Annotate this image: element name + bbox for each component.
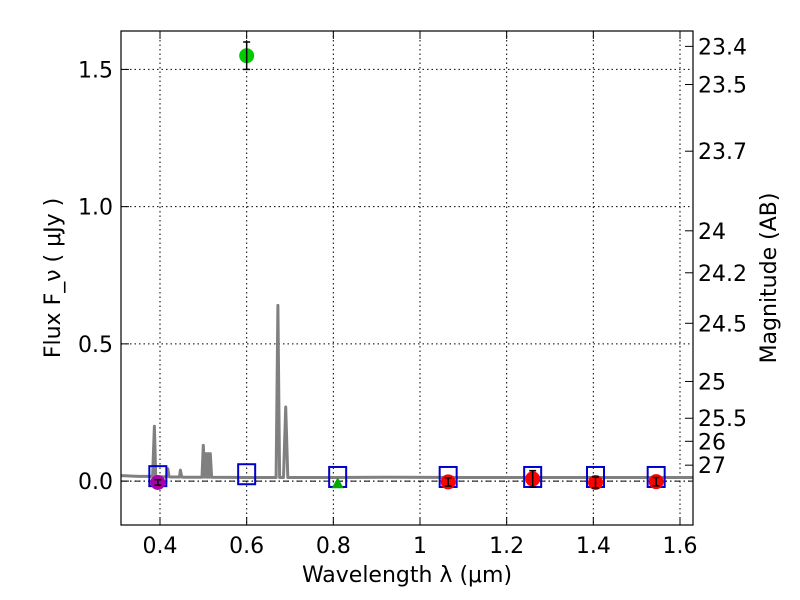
y-tick-label: 0.0 <box>78 470 113 495</box>
x-tick-label: 1.6 <box>663 534 698 559</box>
mag-tick-label: 23.7 <box>698 140 747 165</box>
mag-tick-label: 24.5 <box>698 312 747 337</box>
x-axis-label: Wavelength λ (μm) <box>302 563 512 588</box>
spectrum-line <box>120 303 693 479</box>
x-ticks: 0.4 0.6 0.8 1 1.2 1.4 1.6 <box>143 31 698 559</box>
x-tick-label: 0.6 <box>229 534 264 559</box>
plot-frame <box>120 30 694 526</box>
mag-tick-label: 25 <box>698 370 726 395</box>
y-axis-label: Flux F_ν ( μJy ) <box>41 198 66 358</box>
mag-tick-label: 23.5 <box>698 74 747 99</box>
x-tick-label: 1.2 <box>489 534 524 559</box>
x-tick-label: 0.4 <box>143 534 178 559</box>
mag-tick-label: 27 <box>698 454 726 479</box>
model-spectrum <box>120 303 693 479</box>
mag-tick-label: 25.5 <box>698 407 747 432</box>
mag-tick-label: 24 <box>698 220 726 245</box>
y2-axis-label: Magnitude (AB) <box>757 193 782 364</box>
observation-upper-limit <box>331 477 344 489</box>
y-tick-label: 1.0 <box>78 196 113 221</box>
x-tick-label: 1 <box>413 534 427 559</box>
observations <box>150 41 664 490</box>
x-tick-label: 0.8 <box>316 534 351 559</box>
y-ticks: 0.0 0.5 1.0 1.5 <box>78 58 129 495</box>
mag-tick-label: 24.2 <box>698 262 747 287</box>
mag-tick-label: 23.4 <box>698 35 747 60</box>
x-tick-label: 1.4 <box>576 534 611 559</box>
model-photometry-square <box>237 463 257 486</box>
model-photometry <box>148 463 666 488</box>
mag-tick-label: 26 <box>698 430 726 455</box>
grid <box>121 31 693 525</box>
y-tick-label: 0.5 <box>78 333 113 358</box>
y-tick-label: 1.5 <box>78 58 113 83</box>
